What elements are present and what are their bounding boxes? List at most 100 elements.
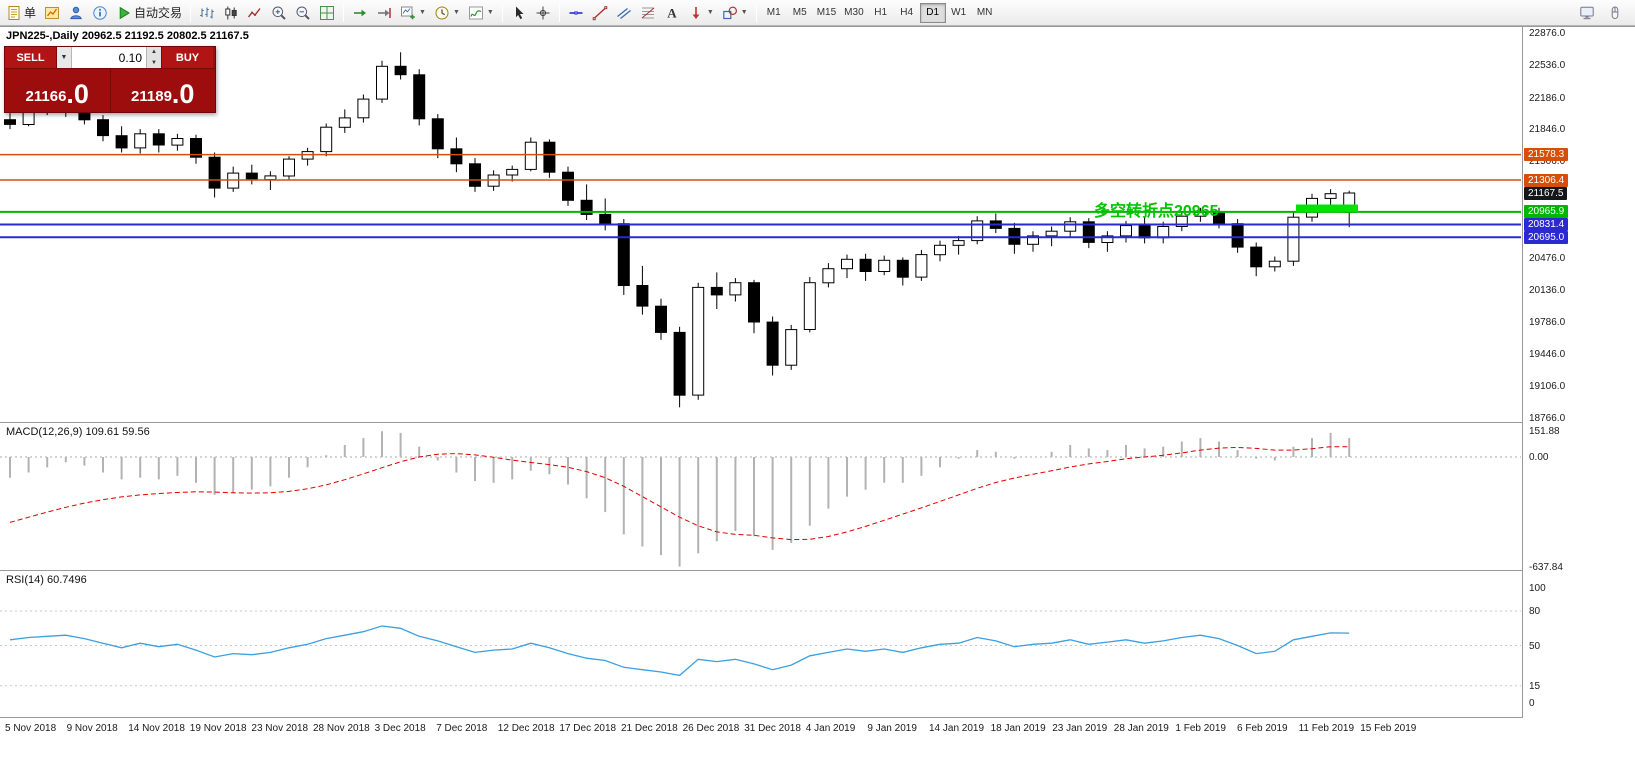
toolbar-separator: [343, 3, 345, 22]
highlight-zone[interactable]: [1296, 204, 1358, 212]
panel-separator: [0, 717, 1635, 718]
navigator-button[interactable]: [64, 2, 88, 24]
price-axis[interactable]: 22876.0 22536.0 22186.0 21846.0 21506.0 20476…: [1523, 27, 1635, 718]
price-axis-tick: -637.84: [1529, 561, 1563, 573]
candle-up: [1157, 226, 1170, 239]
buy-button[interactable]: BUY: [161, 47, 213, 68]
candlestick-chart-canvas[interactable]: [0, 27, 1522, 422]
lot-decrease-button[interactable]: ▼: [147, 57, 161, 68]
candle-up: [952, 240, 965, 246]
toolbar-separator: [755, 3, 757, 22]
price-chart-panel[interactable]: JPN225-,Daily 20962.5 21192.5 20802.5 21…: [0, 27, 1522, 422]
lot-size-input[interactable]: [72, 47, 146, 68]
timeframe-mn-button[interactable]: MN: [972, 3, 998, 23]
rsi-label: RSI(14) 60.7496: [6, 574, 87, 586]
time-axis-label: 9 Nov 2018: [66, 723, 118, 734]
time-axis-label: 12 Dec 2018: [497, 723, 555, 734]
timeframe-h4-button[interactable]: H4: [894, 3, 920, 23]
lot-increase-button[interactable]: ▲: [147, 47, 161, 58]
new-chart-button[interactable]: ▼: [396, 2, 430, 24]
price-axis-tick: 151.88: [1529, 425, 1560, 437]
timeframe-h1-button[interactable]: H1: [868, 3, 894, 23]
candle-up: [1045, 230, 1058, 237]
time-axis[interactable]: 5 Nov 2018 9 Nov 2018 14 Nov 2018 19 Nov 20…: [0, 718, 1522, 740]
window-top-border: [0, 26, 1635, 27]
time-axis-label: 26 Dec 2018: [682, 723, 740, 734]
terminal-button[interactable]: [1575, 2, 1599, 24]
fibonacci-retracement-button[interactable]: [636, 2, 660, 24]
mouse-settings-button[interactable]: [1603, 2, 1627, 24]
timeframe-w1-button[interactable]: W1: [946, 3, 972, 23]
timeframe-m30-button[interactable]: M30: [840, 3, 867, 23]
macd-chart-canvas[interactable]: [0, 423, 1522, 570]
price-axis-tick: 22876.0: [1529, 28, 1566, 39]
timeframe-m5-button[interactable]: M5: [787, 3, 813, 23]
hline-icon: [569, 10, 583, 15]
candlestick-chart-button[interactable]: [219, 2, 243, 24]
zoom-in-button[interactable]: [267, 2, 291, 24]
zoom-out-button[interactable]: [291, 2, 315, 24]
auto-scroll-button[interactable]: [348, 2, 372, 24]
new-order-label: 单: [24, 6, 37, 20]
timeframe-d1-button[interactable]: D1: [919, 2, 946, 23]
period-selector-button[interactable]: ▼: [430, 2, 464, 24]
equidistant-channel-button[interactable]: [612, 2, 636, 24]
macd-panel[interactable]: MACD(12,26,9) 109.61 59.56: [0, 423, 1522, 570]
trendline-button[interactable]: [588, 2, 612, 24]
svg-text:A: A: [667, 5, 677, 20]
candle-up: [1101, 235, 1114, 243]
indicator-icon: [468, 6, 483, 19]
time-axis-label: 15 Feb 2019: [1360, 723, 1417, 734]
caret-down-icon: ▼: [706, 9, 714, 16]
cursor-button[interactable]: [507, 2, 531, 24]
text-icon: A: [667, 5, 677, 20]
time-axis-label: 21 Dec 2018: [621, 723, 678, 734]
candle-down: [4, 119, 16, 125]
candle-down: [636, 285, 649, 307]
data-window-button[interactable]: [88, 2, 112, 24]
arrow-objects-button[interactable]: ▼: [684, 2, 718, 24]
tile-windows-button[interactable]: [315, 2, 339, 24]
order-options-dropdown[interactable]: ▼: [57, 47, 72, 68]
price-axis-tick: 80: [1529, 606, 1541, 617]
indicators-list-button[interactable]: ▼: [464, 2, 498, 24]
timeframe-m15-button[interactable]: M15: [813, 3, 840, 23]
sell-price[interactable]: 21166.0: [5, 69, 111, 112]
candle-up: [1287, 216, 1300, 262]
autotrading-button[interactable]: 自动交易: [112, 2, 186, 24]
annotation-text[interactable]: 多空转折点20965: [1094, 203, 1219, 220]
rsi-chart-canvas[interactable]: [0, 571, 1522, 717]
candle-up: [934, 244, 946, 256]
sell-button[interactable]: SELL: [5, 47, 57, 68]
rsi-panel[interactable]: RSI(14) 60.7496: [0, 571, 1522, 717]
time-axis-label: 31 Dec 2018: [744, 723, 801, 734]
horizontal-line-button[interactable]: [564, 2, 588, 24]
timeframe-m1-button[interactable]: M1: [761, 3, 787, 23]
price-axis-tick: 19446.0: [1529, 349, 1566, 361]
market-watch-button[interactable]: [40, 2, 64, 24]
chart-icon: [45, 6, 60, 19]
candle-down: [1082, 221, 1095, 243]
time-axis-label: 7 Dec 2018: [436, 723, 488, 734]
panel-separator[interactable]: [0, 570, 1635, 571]
shape-objects-button[interactable]: ▼: [718, 2, 752, 24]
candle-down: [580, 199, 593, 215]
price-badge-20831.4: 20831.4: [1524, 218, 1569, 232]
candle-down: [1138, 225, 1151, 239]
panel-separator[interactable]: [0, 422, 1635, 423]
new-order-button[interactable]: 单: [2, 2, 40, 24]
time-axis-label: 14 Jan 2019: [929, 723, 985, 734]
candle-up: [1027, 235, 1039, 245]
buy-price[interactable]: 21189.0: [131, 79, 195, 109]
candle-up: [822, 268, 835, 284]
crosshair-button[interactable]: [531, 2, 555, 24]
line-chart-button[interactable]: [243, 2, 267, 24]
candle-down: [896, 259, 909, 278]
candle-up: [338, 117, 351, 128]
toolbar-separator: [558, 3, 560, 22]
candle-up: [506, 168, 519, 176]
candle-down: [599, 213, 612, 225]
bar-chart-button[interactable]: [195, 2, 219, 24]
chart-shift-button[interactable]: [372, 2, 396, 24]
text-label-button[interactable]: A: [660, 2, 684, 24]
